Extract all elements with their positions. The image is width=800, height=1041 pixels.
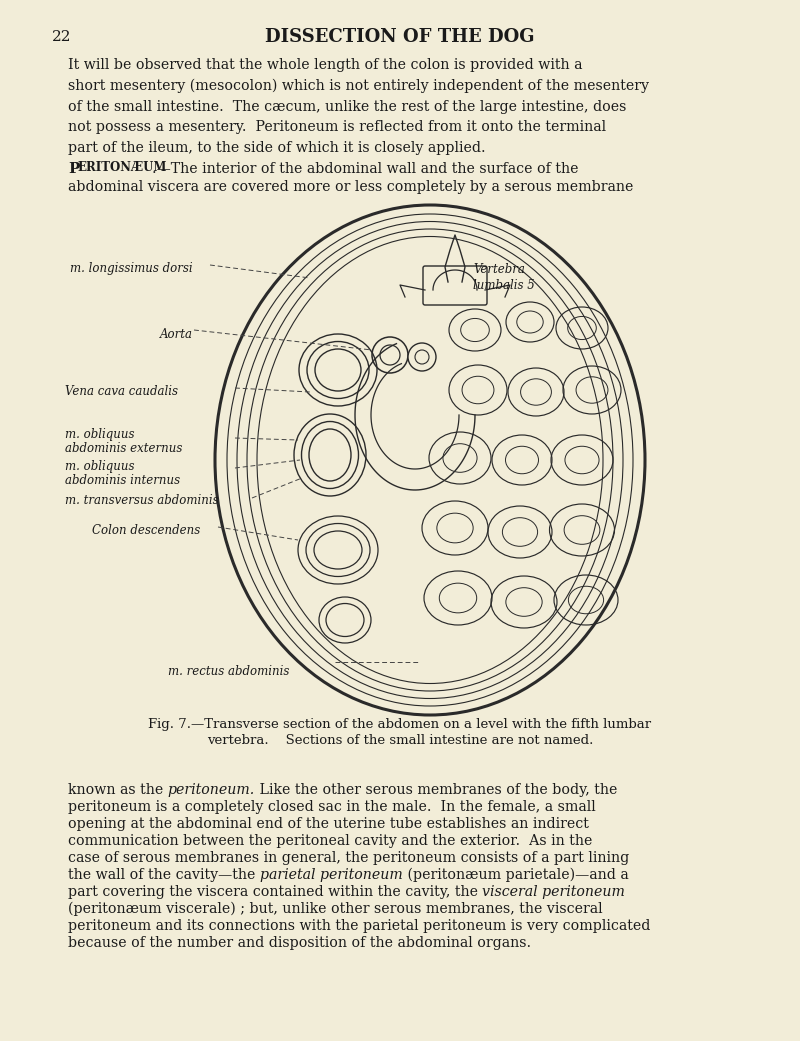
Text: case of serous membranes in general, the peritoneum consists of a part lining: case of serous membranes in general, the… (68, 850, 630, 865)
Text: known as the: known as the (68, 783, 168, 797)
Text: the wall of the cavity—the: the wall of the cavity—the (68, 868, 260, 882)
FancyBboxPatch shape (423, 266, 487, 305)
Text: communication between the peritoneal cavity and the exterior.  As in the: communication between the peritoneal cav… (68, 834, 592, 848)
Text: It will be observed that the whole length of the colon is provided with a
short : It will be observed that the whole lengt… (68, 58, 649, 155)
Text: (peritonæum parietale)—and a: (peritonæum parietale)—and a (402, 868, 628, 883)
Text: Vena cava caudalis: Vena cava caudalis (65, 385, 178, 398)
Text: Colon descendens: Colon descendens (92, 524, 200, 537)
Text: visceral peritoneum: visceral peritoneum (482, 885, 626, 899)
Ellipse shape (215, 205, 645, 715)
Text: DISSECTION OF THE DOG: DISSECTION OF THE DOG (266, 28, 534, 46)
Text: opening at the abdominal end of the uterine tube establishes an indirect: opening at the abdominal end of the uter… (68, 817, 589, 831)
Text: peritoneum and its connections with the parietal peritoneum is very complicated: peritoneum and its connections with the … (68, 919, 650, 933)
Text: P: P (68, 162, 79, 176)
Text: abdominal viscera are covered more or less completely by a serous membrane: abdominal viscera are covered more or le… (68, 180, 634, 194)
Text: m. obliquus: m. obliquus (65, 428, 134, 441)
Text: vertebra.    Sections of the small intestine are not named.: vertebra. Sections of the small intestin… (207, 734, 593, 747)
Ellipse shape (415, 350, 429, 364)
Text: because of the number and disposition of the abdominal organs.: because of the number and disposition of… (68, 936, 531, 950)
Ellipse shape (372, 337, 408, 373)
Text: Vertebra: Vertebra (473, 263, 525, 276)
Text: parietal peritoneum: parietal peritoneum (260, 868, 402, 882)
Text: lumbalis 5: lumbalis 5 (473, 279, 534, 291)
Text: m. rectus abdominis: m. rectus abdominis (168, 665, 290, 678)
Text: Like the other serous membranes of the body, the: Like the other serous membranes of the b… (255, 783, 618, 797)
Text: Fig. 7.—Transverse section of the abdomen on a level with the fifth lumbar: Fig. 7.—Transverse section of the abdome… (149, 718, 651, 731)
Text: .—The interior of the abdominal wall and the surface of the: .—The interior of the abdominal wall and… (152, 162, 578, 176)
Ellipse shape (408, 342, 436, 371)
Text: 22: 22 (52, 30, 71, 44)
Text: m. transversus abdominis: m. transversus abdominis (65, 494, 218, 507)
Ellipse shape (380, 345, 400, 365)
Text: Aorta: Aorta (160, 328, 193, 341)
Text: (peritonæum viscerale) ; but, unlike other serous membranes, the visceral: (peritonæum viscerale) ; but, unlike oth… (68, 902, 602, 916)
Text: part covering the viscera contained within the cavity, the: part covering the viscera contained with… (68, 885, 482, 899)
Text: peritoneum.: peritoneum. (168, 783, 255, 797)
Text: m. longissimus dorsi: m. longissimus dorsi (70, 262, 193, 275)
Text: m. obliquus: m. obliquus (65, 460, 134, 473)
Text: abdominis externus: abdominis externus (65, 442, 182, 455)
Text: abdominis internus: abdominis internus (65, 474, 180, 487)
Text: ERITONÆUM: ERITONÆUM (77, 161, 166, 174)
Text: peritoneum is a completely closed sac in the male.  In the female, a small: peritoneum is a completely closed sac in… (68, 799, 596, 814)
